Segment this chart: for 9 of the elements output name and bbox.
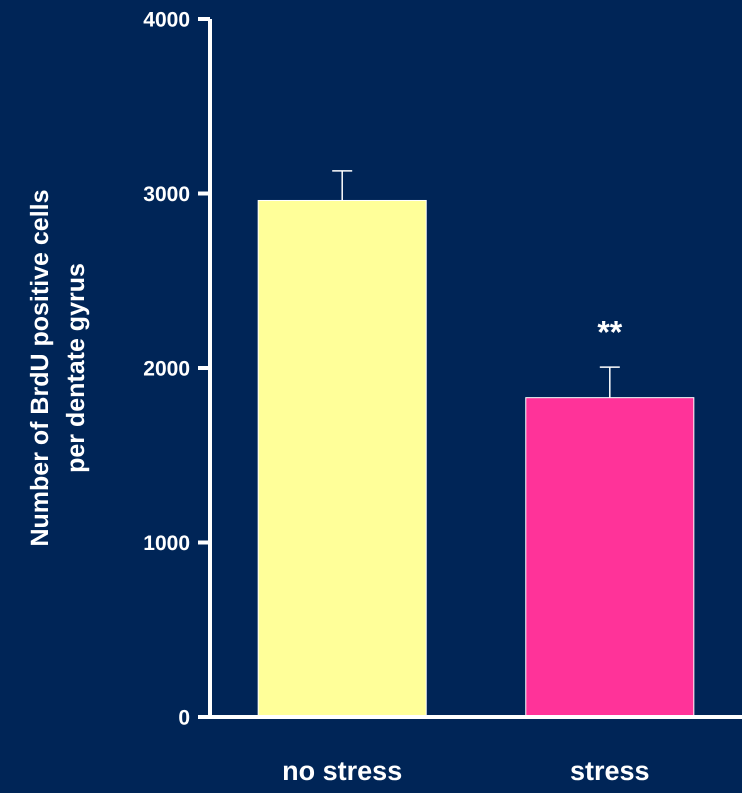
annotation: ** [597, 314, 623, 350]
y-axis-title: Number of BrdU positive cells per dentate gyrus [26, 189, 90, 547]
y-tick-label: 3000 [143, 182, 190, 206]
y-tick-label: 2000 [143, 357, 190, 380]
x-tick-label: stress [570, 756, 650, 786]
y-tick-label: 1000 [143, 532, 190, 555]
y-tick-label: 4000 [143, 8, 190, 32]
y-tick-label: 0 [178, 706, 190, 730]
x-tick-label: no stress [282, 756, 402, 786]
